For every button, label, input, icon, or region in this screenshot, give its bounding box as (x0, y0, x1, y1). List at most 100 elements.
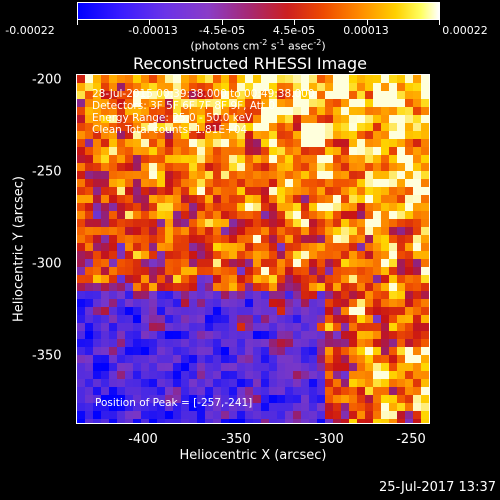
heatmap-cell (373, 379, 381, 387)
heatmap-cell (285, 155, 293, 163)
heatmap-cell (405, 419, 413, 423)
heatmap-cell (381, 139, 389, 147)
heatmap-cell (197, 315, 205, 323)
heatmap-cell (117, 219, 125, 227)
heatmap-cell (117, 243, 125, 251)
heatmap-image (77, 75, 429, 423)
heatmap-cell (229, 171, 237, 179)
heatmap-cell (157, 91, 165, 99)
heatmap-cell (413, 315, 421, 323)
heatmap-cell (197, 403, 205, 411)
heatmap-cell (357, 75, 365, 83)
heatmap-cell (349, 315, 357, 323)
heatmap-cell (213, 211, 221, 219)
heatmap-cell (181, 419, 189, 423)
heatmap-cell (85, 99, 93, 107)
heatmap-cell (413, 187, 421, 195)
heatmap-cell (109, 171, 117, 179)
heatmap-cell (85, 75, 93, 83)
heatmap-cell (317, 331, 325, 339)
heatmap-cell (213, 419, 221, 423)
heatmap-cell (173, 323, 181, 331)
heatmap-cell (229, 195, 237, 203)
heatmap-cell (125, 187, 133, 195)
heatmap-cell (285, 267, 293, 275)
heatmap-cell (341, 403, 349, 411)
heatmap-cell (309, 275, 317, 283)
heatmap-cell (181, 83, 189, 91)
heatmap-cell (205, 387, 213, 395)
heatmap-cell (189, 259, 197, 267)
heatmap-cell (317, 187, 325, 195)
heatmap-cell (133, 387, 141, 395)
heatmap-cell (285, 171, 293, 179)
heatmap-cell (325, 219, 333, 227)
heatmap-cell (149, 211, 157, 219)
heatmap-cell (85, 179, 93, 187)
heatmap-cell (253, 99, 261, 107)
heatmap-cell (253, 163, 261, 171)
heatmap-cell (341, 339, 349, 347)
heatmap-cell (133, 187, 141, 195)
heatmap-cell (173, 259, 181, 267)
heatmap-cell (189, 371, 197, 379)
heatmap-cell (253, 371, 261, 379)
heatmap-cell (389, 243, 397, 251)
heatmap-cell (101, 283, 109, 291)
heatmap-cell (189, 243, 197, 251)
heatmap-cell (349, 267, 357, 275)
heatmap-cell (397, 99, 405, 107)
heatmap-cell (333, 115, 341, 123)
heatmap-cell (365, 219, 373, 227)
heatmap-cell (197, 251, 205, 259)
heatmap-cell (245, 123, 253, 131)
heatmap-cell (109, 203, 117, 211)
heatmap-cell (333, 299, 341, 307)
heatmap-cell (421, 227, 429, 235)
heatmap-cell (181, 75, 189, 83)
heatmap-cell (261, 395, 269, 403)
heatmap-cell (181, 275, 189, 283)
heatmap-cell (261, 163, 269, 171)
heatmap-cell (333, 187, 341, 195)
heatmap-cell (365, 139, 373, 147)
heatmap-cell (93, 363, 101, 371)
heatmap-cell (165, 387, 173, 395)
annotation-detectors: Detectors: 3F 5F 6F 7F 8F 9F, Att 0 (92, 100, 276, 112)
heatmap-cell (349, 251, 357, 259)
heatmap-cell (261, 371, 269, 379)
heatmap-cell (229, 411, 237, 419)
heatmap-cell (309, 315, 317, 323)
heatmap-cell (253, 227, 261, 235)
heatmap-cell (141, 155, 149, 163)
heatmap-cell (349, 347, 357, 355)
heatmap-cell (365, 275, 373, 283)
heatmap-cell (301, 171, 309, 179)
heatmap-cell (381, 219, 389, 227)
heatmap-cell (365, 355, 373, 363)
heatmap-cell (325, 315, 333, 323)
heatmap-cell (309, 411, 317, 419)
heatmap-cell (117, 323, 125, 331)
heatmap-cell (221, 283, 229, 291)
heatmap-cell (381, 299, 389, 307)
heatmap-cell (205, 315, 213, 323)
heatmap-cell (285, 395, 293, 403)
heatmap-cell (317, 395, 325, 403)
heatmap-cell (357, 355, 365, 363)
heatmap-cell (253, 219, 261, 227)
heatmap-cell (173, 355, 181, 363)
heatmap-cell (85, 83, 93, 91)
heatmap-cell (381, 283, 389, 291)
heatmap-cell (245, 163, 253, 171)
heatmap-cell (301, 187, 309, 195)
heatmap-cell (269, 187, 277, 195)
heatmap-cell (309, 379, 317, 387)
heatmap-cell (205, 195, 213, 203)
heatmap-cell (389, 307, 397, 315)
heatmap-cell (125, 355, 133, 363)
heatmap-cell (141, 75, 149, 83)
heatmap-cell (237, 339, 245, 347)
heatmap-cell (341, 235, 349, 243)
heatmap-cell (181, 291, 189, 299)
